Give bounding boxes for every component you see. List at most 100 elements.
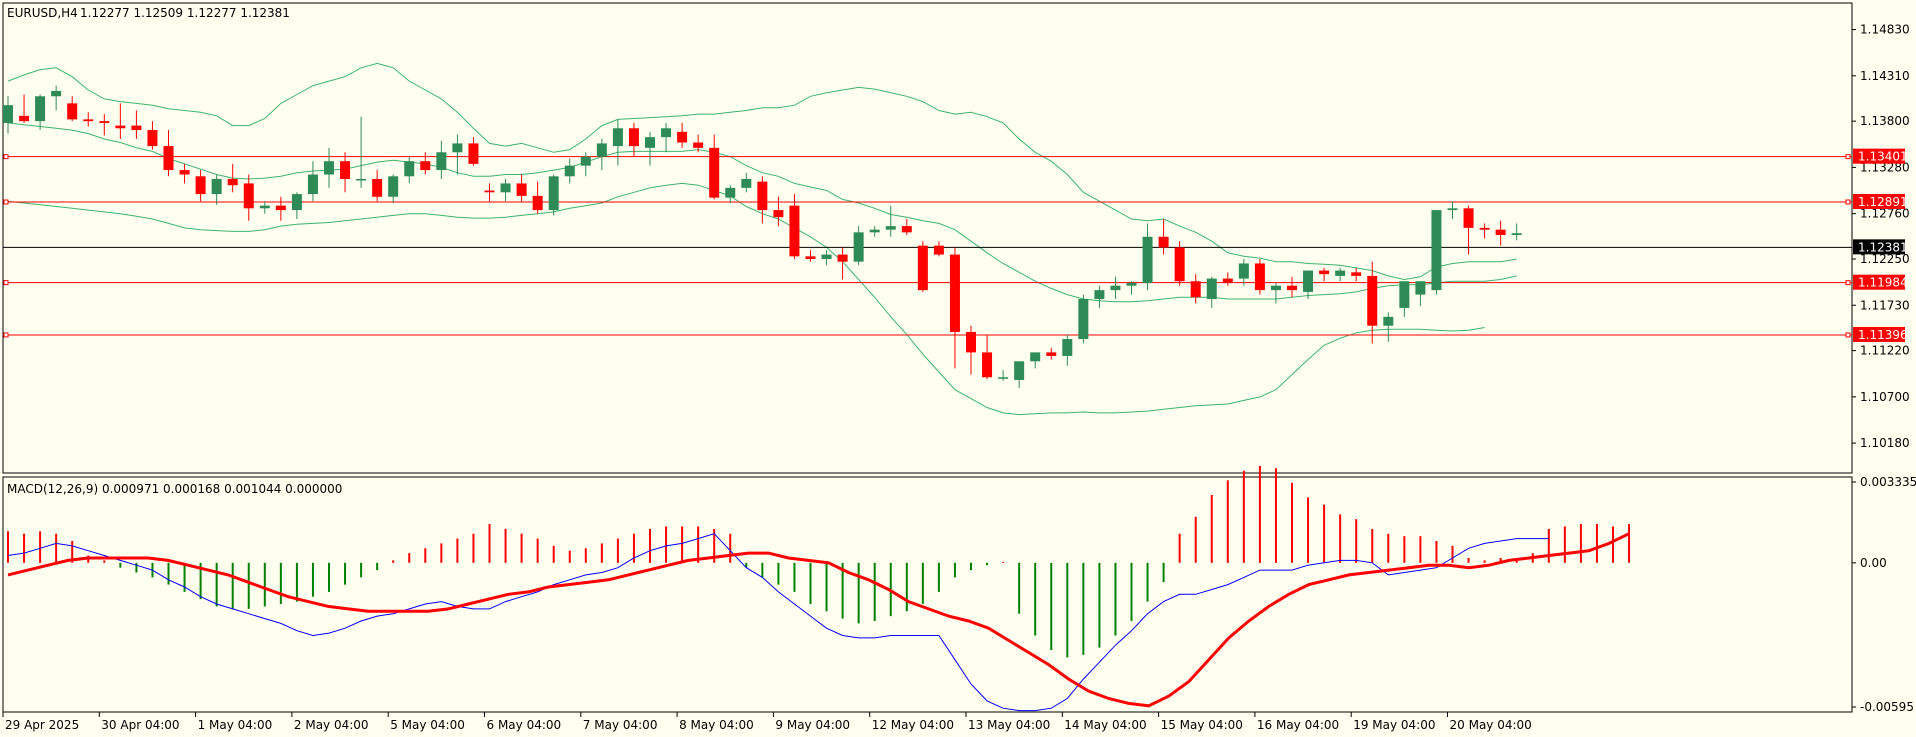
bull-candle	[596, 143, 607, 157]
time-tick-label: 13 May 04:00	[968, 718, 1050, 732]
level-price-tag	[1853, 148, 1905, 164]
symbol-label: EURUSD,H4	[7, 6, 78, 20]
bollinger-middle-band	[7, 122, 1517, 303]
price-panel-frame	[2, 2, 1853, 474]
price-tick-label: 1.14830	[1860, 23, 1910, 37]
bull-candle	[1511, 233, 1522, 235]
price-tick-label: 1.12760	[1860, 207, 1910, 221]
bear-candle	[67, 103, 78, 120]
macd-tick-label: 0.003335	[1860, 475, 1916, 489]
bull-candle	[452, 143, 463, 153]
time-tick-label: 5 May 04:00	[390, 718, 465, 732]
bull-candle	[3, 105, 13, 123]
macd-layer	[7, 465, 1631, 712]
bear-candle	[179, 170, 190, 175]
bull-candle	[1431, 210, 1442, 291]
bear-candle	[805, 256, 816, 260]
bear-candle	[773, 210, 784, 218]
bear-candle	[949, 254, 960, 332]
bull-candle	[1399, 281, 1410, 308]
price-axis: 1.14830 1.14310 1.13800 1.13280 1.12760 1.122…	[1852, 23, 1910, 450]
bull-candle	[211, 178, 222, 195]
level-price-tag	[1853, 326, 1905, 342]
bull-candle	[1142, 236, 1153, 284]
bull-candle	[645, 137, 655, 148]
bear-candle	[1463, 208, 1474, 228]
bull-candle	[741, 178, 752, 188]
bull-candle	[548, 176, 559, 211]
bear-candle	[1046, 352, 1057, 356]
price-tick-label: 1.14310	[1860, 69, 1910, 83]
current-price-label: 1.12381	[1858, 240, 1908, 254]
level-price-label: 1.12891	[1858, 195, 1908, 209]
bear-candle	[789, 205, 800, 257]
bear-candle	[372, 178, 383, 197]
price-tick-label: 1.10180	[1860, 436, 1910, 450]
bear-candle	[917, 245, 928, 291]
bear-candle	[1222, 278, 1233, 284]
time-tick-label: 14 May 04:00	[1064, 718, 1146, 732]
bollinger-upper-band	[7, 62, 1517, 281]
bull-candle	[307, 174, 318, 195]
price-tick-label: 1.13280	[1860, 160, 1910, 174]
bear-candle	[516, 183, 527, 196]
bear-candle	[1495, 229, 1506, 235]
bear-candle	[147, 130, 158, 147]
bull-candle	[1126, 283, 1137, 286]
bull-candle	[853, 232, 864, 262]
bear-candle	[19, 115, 30, 122]
macd-blue-line	[7, 533, 1549, 712]
bear-candle	[275, 205, 286, 211]
bull-candle	[1447, 208, 1458, 211]
level-price-tag	[1853, 194, 1905, 210]
time-tick-label: 1 May 04:00	[198, 718, 273, 732]
bull-candle	[1303, 270, 1314, 292]
time-tick-label: 7 May 04:00	[583, 718, 658, 732]
bear-candle	[1254, 263, 1265, 291]
bear-candle	[1190, 281, 1201, 298]
bull-candle	[356, 178, 367, 181]
ohlc-readout: 1.12277 1.12509 1.12277 1.12381	[80, 6, 290, 20]
time-tick-label: 29 Apr 2025	[5, 718, 79, 732]
bear-candle	[468, 143, 479, 164]
bull-candle	[291, 194, 302, 211]
bear-candle	[1351, 272, 1362, 276]
level-price-tag	[1853, 274, 1905, 290]
bull-candle	[1415, 281, 1426, 295]
bear-candle	[163, 146, 174, 171]
bull-candle	[324, 161, 334, 175]
bull-candle	[500, 183, 511, 193]
bull-candle	[1335, 270, 1346, 276]
macd-axis: 0.003335 0.00 -0.00595	[1852, 475, 1916, 714]
bull-candle	[869, 229, 880, 233]
time-tick-label: 6 May 04:00	[487, 718, 562, 732]
bear-candle	[131, 125, 142, 131]
bear-candle	[1287, 285, 1297, 291]
level-price-label: 1.11396	[1858, 328, 1908, 342]
bear-candle	[677, 131, 688, 143]
bear-candle	[966, 331, 976, 353]
bull-candle	[436, 152, 447, 171]
bear-candle	[532, 195, 543, 211]
level-anchor	[3, 199, 9, 205]
bear-candle	[693, 142, 704, 148]
bear-candle	[243, 183, 254, 209]
bear-candle	[99, 121, 110, 123]
bear-candle	[628, 128, 639, 147]
bear-candle	[709, 147, 720, 198]
level-anchor	[1845, 280, 1851, 286]
bull-candle	[821, 254, 832, 260]
bull-candle	[580, 156, 591, 166]
bear-candle	[1158, 236, 1169, 248]
bear-candle	[195, 176, 206, 195]
macd-panel-frame	[2, 476, 1853, 713]
bear-candle	[1479, 227, 1490, 230]
price-tick-label: 1.11730	[1860, 298, 1910, 312]
bull-candle	[51, 90, 62, 97]
price-tick-label: 1.10700	[1860, 390, 1910, 404]
bear-candle	[83, 119, 94, 122]
bull-candle	[404, 161, 415, 177]
level-anchor	[1845, 199, 1851, 205]
price-tick-label: 1.12250	[1860, 252, 1910, 266]
